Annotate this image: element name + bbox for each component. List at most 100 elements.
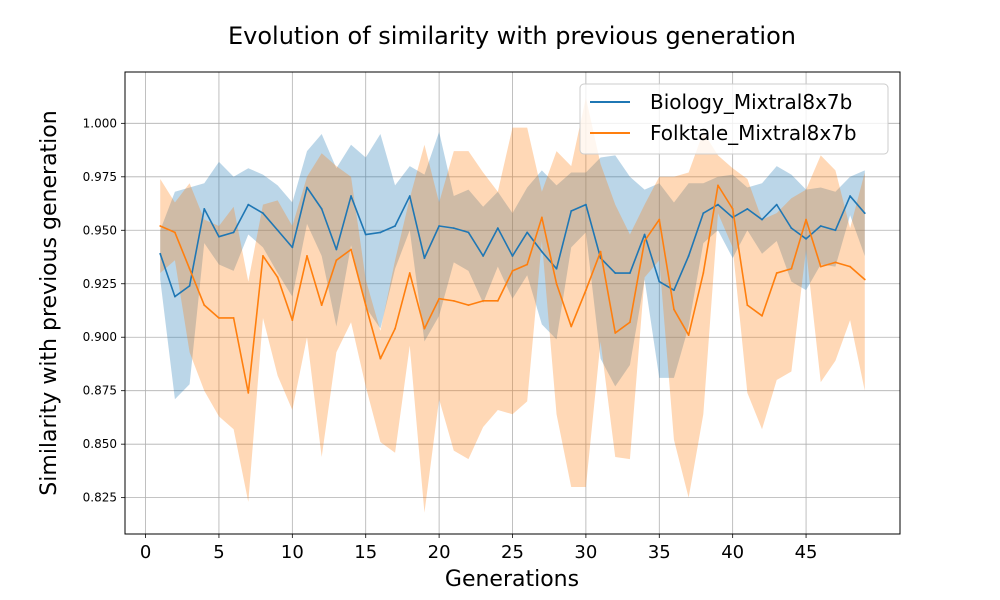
data-point-series-0 — [394, 225, 396, 227]
legend: Biology_Mixtral8x7b Folktale_Mixtral8x7b — [579, 83, 889, 155]
data-point-series-1 — [834, 261, 837, 264]
data-point-series-1 — [364, 304, 367, 307]
data-point-series-1 — [218, 317, 220, 319]
y-tick-label: 0.975 — [83, 170, 117, 184]
data-point-series-0 — [863, 212, 866, 215]
data-point-series-1 — [394, 327, 396, 330]
data-point-series-1 — [408, 272, 411, 274]
data-point-series-1 — [717, 184, 719, 187]
data-point-series-0 — [320, 207, 323, 210]
data-point-series-1 — [687, 334, 690, 336]
y-tick-label: 0.825 — [83, 491, 117, 505]
x-tick-label: 10 — [281, 542, 304, 563]
data-point-series-0 — [775, 203, 778, 206]
y-tick-label: 0.875 — [83, 384, 117, 398]
data-point-series-0 — [203, 207, 206, 210]
x-tick-label: 30 — [574, 542, 597, 563]
data-point-series-0 — [849, 195, 851, 197]
data-point-series-0 — [379, 231, 382, 234]
data-point-series-1 — [379, 357, 382, 360]
data-point-series-1 — [790, 267, 793, 270]
x-tick-label: 15 — [354, 542, 377, 563]
data-point-series-1 — [159, 225, 162, 227]
data-point-series-1 — [849, 265, 851, 268]
data-point-series-1 — [452, 299, 455, 302]
data-point-series-1 — [320, 304, 323, 307]
x-axis-ticks: 0 5 10 15 20 25 30 35 40 45 — [140, 534, 818, 563]
data-point-series-0 — [306, 186, 308, 189]
data-point-series-0 — [496, 227, 499, 230]
legend-label-biology: Biology_Mixtral8x7b — [650, 90, 852, 114]
data-point-series-0 — [687, 255, 690, 257]
data-point-series-1 — [262, 255, 264, 257]
data-point-series-0 — [526, 231, 529, 234]
data-point-series-0 — [452, 227, 455, 230]
data-point-series-0 — [629, 272, 631, 274]
data-point-series-1 — [291, 319, 294, 322]
data-point-series-1 — [540, 216, 543, 219]
data-point-series-1 — [819, 265, 822, 268]
grid-lines — [125, 72, 900, 534]
data-point-series-1 — [702, 272, 705, 274]
data-point-series-1 — [496, 299, 499, 302]
data-point-series-0 — [746, 207, 749, 210]
data-point-series-0 — [276, 229, 279, 232]
data-point-series-0 — [702, 212, 705, 215]
data-point-series-1 — [174, 231, 176, 234]
x-tick-label: 40 — [721, 542, 744, 563]
data-point-series-0 — [408, 195, 411, 197]
data-point-series-1 — [643, 240, 646, 242]
data-point-series-1 — [761, 314, 763, 317]
data-point-series-0 — [805, 237, 807, 240]
data-point-series-1 — [863, 278, 866, 281]
data-point-series-0 — [350, 195, 352, 197]
data-point-series-0 — [232, 231, 235, 234]
data-point-series-1 — [746, 304, 749, 307]
y-axis-ticks: 0.825 0.850 0.875 0.900 0.925 0.950 0.975 1.000 — [83, 116, 125, 505]
data-point-series-0 — [658, 280, 661, 283]
data-point-series-1 — [276, 276, 279, 279]
data-point-series-1 — [805, 218, 807, 221]
data-point-series-1 — [350, 248, 352, 251]
data-point-series-0 — [819, 225, 822, 227]
data-point-series-1 — [658, 218, 661, 221]
y-tick-label: 0.925 — [83, 277, 117, 291]
x-tick-label: 0 — [140, 542, 151, 563]
data-point-series-0 — [834, 229, 837, 232]
confidence-band-series-0 — [160, 131, 865, 400]
data-point-series-0 — [364, 233, 367, 236]
x-tick-label: 25 — [501, 542, 524, 563]
data-point-series-1 — [599, 250, 602, 253]
data-point-series-1 — [306, 255, 308, 257]
y-tick-label: 0.850 — [83, 437, 117, 451]
data-point-series-1 — [247, 391, 250, 394]
legend-box — [579, 83, 889, 155]
confidence-bands — [160, 97, 865, 513]
data-point-series-1 — [482, 299, 485, 302]
y-tick-label: 0.950 — [83, 223, 117, 237]
data-point-series-0 — [247, 203, 250, 206]
data-point-series-1 — [467, 304, 470, 307]
y-axis-label: Similarity with previous generation — [37, 110, 62, 495]
data-point-series-0 — [262, 212, 264, 215]
data-point-series-1 — [775, 272, 778, 274]
data-point-series-1 — [438, 297, 441, 300]
data-point-series-1 — [511, 270, 514, 272]
y-tick-label: 0.900 — [83, 330, 117, 344]
data-point-series-0 — [159, 252, 162, 255]
data-point-series-0 — [511, 255, 514, 257]
chart-title: Evolution of similarity with previous ge… — [228, 22, 796, 50]
data-point-series-1 — [584, 289, 587, 292]
confidence-band-series-1 — [160, 97, 865, 513]
data-point-series-0 — [570, 210, 573, 212]
series-lines — [159, 184, 866, 394]
data-point-series-0 — [467, 231, 470, 234]
x-tick-label: 35 — [648, 542, 671, 563]
legend-label-folktale: Folktale_Mixtral8x7b — [650, 121, 857, 145]
data-point-series-0 — [540, 250, 543, 253]
data-point-series-0 — [643, 233, 646, 236]
data-point-series-0 — [423, 257, 426, 259]
data-point-series-1 — [203, 304, 206, 307]
